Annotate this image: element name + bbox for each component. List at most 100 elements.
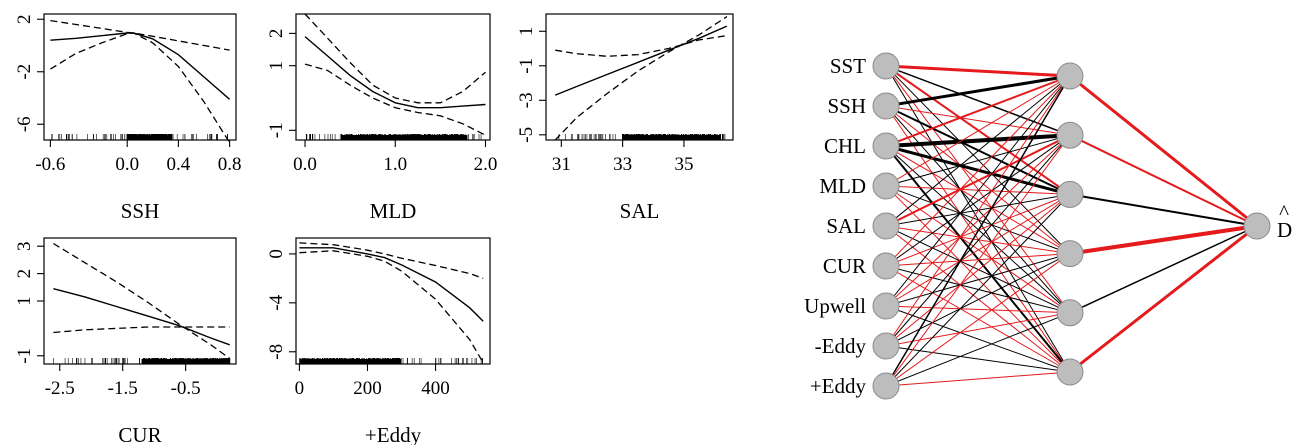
x-tick-label: 400 — [421, 378, 450, 399]
hidden-output-connection — [1069, 74, 1258, 228]
hidden-node — [1056, 121, 1084, 149]
x-tick-label: 33 — [613, 154, 632, 175]
input-hidden-connection — [885, 65, 1071, 136]
input-hidden-connection — [885, 145, 1071, 314]
input-node-label: SAL — [826, 214, 866, 238]
sal-partial-plot: 31 33 35 1 -1 -3 -5 SAL — [516, 13, 734, 223]
input-hidden-connection — [885, 105, 1071, 373]
input-node-label: SST — [830, 54, 866, 78]
x-tick-label: 2.0 — [474, 154, 498, 175]
x-axis-label: SSH — [121, 199, 160, 223]
lower-confidence-curve — [50, 32, 231, 143]
input-hidden-connection — [885, 134, 1071, 387]
input-node — [872, 252, 900, 280]
fitted-curve — [50, 32, 231, 100]
input-hidden-connection — [885, 134, 1071, 267]
input-hidden-connection — [885, 305, 1071, 373]
hidden-node — [1056, 180, 1084, 208]
ssh-partial-plot: -0.6 0.0 0.4 0.8 2 -2 -6 SSH — [14, 13, 241, 223]
connection-lines — [885, 64, 1258, 387]
input-hidden-connection — [885, 225, 1071, 255]
y-tick-label: 1 — [516, 27, 537, 37]
input-node-label: Upwell — [804, 294, 866, 318]
input-hidden-connection — [885, 74, 1071, 108]
input-node — [872, 332, 900, 360]
x-tick-label: 0 — [295, 378, 305, 399]
lower-confidence-curve — [554, 16, 728, 141]
x-tick-label: 0.0 — [293, 154, 317, 175]
input-hidden-connection — [885, 345, 1071, 373]
mld-partial-plot: 0.0 1.0 2.0 2 1 -1 MLD — [266, 13, 498, 223]
rug-dense-band — [299, 359, 402, 364]
input-hidden-connection — [885, 185, 1071, 314]
input-hidden-connection — [885, 75, 1071, 307]
y-tick-label: 2 — [14, 15, 35, 25]
input-hidden-connection — [885, 134, 1071, 347]
input-hidden-connection — [885, 105, 1071, 196]
y-tick-label: 3 — [14, 241, 35, 251]
input-hidden-connection — [885, 185, 1071, 255]
x-tick-label: 0.4 — [167, 154, 191, 175]
input-hidden-connection — [885, 134, 1071, 227]
hidden-output-connection — [1069, 193, 1258, 227]
lower-confidence-curve — [299, 250, 484, 364]
fitted-curve — [304, 36, 486, 109]
input-hidden-connection — [885, 64, 1071, 78]
x-tick-label: -2.5 — [45, 378, 75, 399]
y-tick-label: -5 — [516, 127, 537, 143]
input-hidden-connection — [885, 134, 1071, 307]
input-node — [872, 52, 900, 80]
upper-confidence-curve — [555, 34, 728, 57]
rug-ticks — [305, 134, 482, 140]
input-hidden-connection — [885, 265, 1071, 314]
plot-frame — [295, 13, 491, 141]
hidden-output-connection — [1069, 224, 1258, 374]
y-tick-label: 1 — [266, 61, 287, 71]
output-node — [1243, 212, 1271, 240]
hidden-output-connection — [1069, 225, 1258, 314]
input-hidden-connection — [885, 145, 1071, 255]
plot-frame — [43, 237, 237, 365]
rug-dense-band — [141, 359, 230, 364]
input-hidden-connection — [885, 75, 1071, 227]
input-node-label: CUR — [823, 254, 866, 278]
input-hidden-connection — [885, 65, 1071, 254]
y-tick-label: -1 — [266, 122, 287, 138]
input-hidden-connection — [885, 253, 1071, 387]
input-hidden-connection — [885, 105, 1071, 314]
hidden-node — [1056, 240, 1084, 268]
input-hidden-connection — [885, 75, 1071, 187]
y-tick-label: -2 — [14, 64, 35, 80]
hidden-node — [1056, 62, 1084, 90]
x-axis-label: MLD — [370, 199, 417, 223]
x-tick-label: 1.0 — [383, 154, 407, 175]
input-hidden-connection — [885, 75, 1071, 267]
input-hidden-connection — [885, 265, 1071, 373]
rug-dense-band — [127, 135, 172, 140]
cur-partial-plot: -2.5 -1.5 -0.5 3 2 1 -1 CUR — [14, 237, 237, 445]
input-hidden-connection — [885, 65, 1071, 196]
input-node-label: CHL — [824, 134, 866, 158]
input-hidden-connection — [885, 65, 1071, 314]
input-hidden-connection — [885, 305, 1071, 314]
y-tick-label: -1 — [516, 58, 537, 74]
plot-frame — [43, 13, 237, 141]
x-axis-label: SAL — [620, 199, 660, 223]
rug-ticks — [51, 134, 228, 140]
input-hidden-connection — [885, 75, 1071, 347]
input-node — [872, 132, 900, 160]
input-node — [872, 92, 900, 120]
input-hidden-connection — [885, 371, 1071, 387]
upper-confidence-curve — [50, 19, 230, 51]
input-node — [872, 292, 900, 320]
y-tick-label: 2 — [266, 29, 287, 39]
y-tick-label: 0 — [266, 249, 287, 258]
input-hidden-connection — [885, 225, 1071, 373]
input-node — [872, 212, 900, 240]
output-node-label: D — [1277, 218, 1292, 242]
input-hidden-connection — [885, 194, 1071, 387]
y-tick-label: -4 — [266, 294, 287, 310]
hidden-output-connection — [1069, 134, 1258, 227]
input-hidden-connection — [885, 105, 1071, 136]
